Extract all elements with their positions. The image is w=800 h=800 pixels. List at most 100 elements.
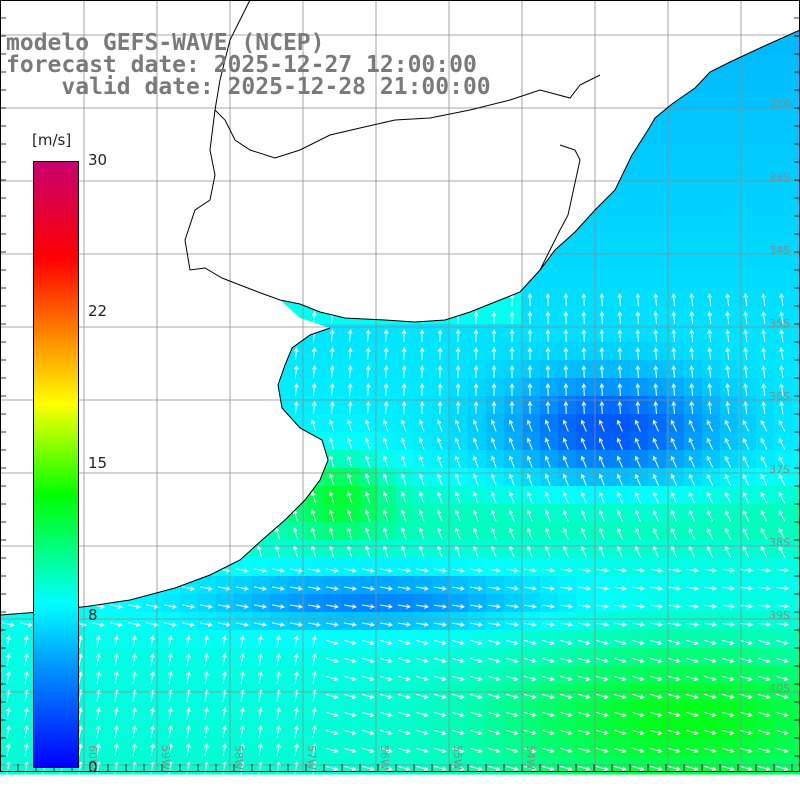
wind-arrow [671, 382, 677, 397]
wind-arrow [380, 604, 393, 609]
wind-arrow [473, 382, 479, 397]
wind-arrow [344, 586, 357, 591]
wind-arrow [78, 653, 83, 666]
wind-arrow [362, 693, 375, 699]
wind-arrow [776, 693, 789, 699]
wind-arrow [760, 509, 768, 522]
wind-arrow [617, 400, 623, 415]
wind-arrow [635, 292, 641, 307]
wind-arrow [488, 711, 501, 717]
wind-arrow [706, 491, 714, 504]
wind-arrow [778, 545, 786, 558]
wind-arrow [634, 491, 641, 504]
wind-arrow [595, 621, 610, 627]
wind-arrow [724, 545, 732, 558]
wind-arrow [182, 622, 195, 627]
wind-arrow [276, 725, 281, 738]
wind-arrow [653, 310, 659, 325]
wind-arrow [311, 400, 317, 415]
wind-arrow [670, 437, 677, 450]
wind-arrow [595, 603, 610, 609]
wind-arrow [240, 635, 245, 648]
lat-label: 39S [769, 609, 790, 622]
wind-arrow [24, 635, 29, 648]
wind-arrow [706, 455, 714, 468]
wind-arrow [740, 693, 753, 699]
wind-arrow [434, 657, 447, 663]
wind-arrow [667, 603, 682, 609]
wind-arrow [742, 419, 750, 432]
wind-arrow [472, 473, 479, 486]
wind-arrow [649, 585, 664, 591]
wind-arrow [365, 346, 371, 361]
wind-arrow [527, 328, 533, 343]
wind-arrow [506, 568, 519, 573]
wind-arrow [671, 292, 677, 307]
wind-arrow [455, 400, 461, 415]
wind-arrow [380, 747, 393, 753]
wind-arrow [454, 509, 461, 522]
wind-arrow [329, 382, 335, 397]
wind-arrow [362, 622, 375, 627]
wind-arrow [724, 419, 732, 432]
wind-arrow [326, 657, 339, 663]
wind-arrow [545, 346, 551, 361]
wind-arrow [382, 491, 389, 504]
wind-arrow [362, 729, 375, 735]
wind-arrow [776, 729, 789, 735]
wind-arrow [488, 604, 501, 609]
wind-arrow [398, 675, 411, 681]
wind-arrow [398, 639, 411, 645]
wind-arrow [545, 292, 551, 307]
wind-arrow [128, 604, 141, 609]
border-line [214, 74, 601, 159]
title-valid-date: valid date: 2025-12-28 21:00:00 [6, 74, 491, 100]
wind-arrow [78, 743, 83, 756]
wind-arrow [400, 509, 407, 522]
wind-arrow [186, 671, 191, 684]
colorbar-tick-22: 22 [88, 302, 108, 320]
wind-arrow [383, 400, 389, 415]
wind-arrow [524, 765, 537, 771]
wind-arrow [704, 693, 717, 699]
wind-arrow [490, 419, 497, 432]
wind-arrow [724, 509, 732, 522]
wind-arrow [382, 419, 389, 432]
wind-arrow [164, 604, 177, 609]
wind-arrow [560, 711, 573, 717]
wind-arrow [721, 603, 736, 609]
wind-arrow [436, 455, 443, 468]
wind-arrow [560, 729, 573, 735]
wind-arrow [344, 604, 357, 609]
wind-arrow [596, 639, 609, 645]
wind-arrow [688, 473, 695, 486]
wind-arrow [418, 509, 425, 522]
wind-arrow [689, 364, 695, 379]
land-mask [0, 0, 800, 615]
wind-arrow [563, 292, 569, 307]
wind-arrow [688, 545, 695, 558]
wind-arrow [506, 586, 519, 591]
wind-arrow [401, 364, 407, 379]
wind-arrow [382, 455, 389, 468]
wind-arrow [416, 568, 429, 573]
wind-arrow [757, 585, 772, 591]
wind-arrow [578, 711, 591, 717]
wind-arrow [527, 382, 533, 397]
wind-arrow [365, 382, 371, 397]
wind-arrow [742, 545, 750, 558]
wind-arrow [452, 639, 465, 645]
wind-arrow [743, 292, 749, 307]
wind-arrow [344, 657, 357, 663]
wind-arrow [742, 455, 750, 468]
wind-arrow [524, 622, 537, 627]
lon-label: 56W [378, 745, 391, 770]
wind-arrow [222, 635, 227, 648]
wind-arrow [649, 603, 664, 609]
wind-arrow [362, 568, 375, 573]
wind-arrow [670, 473, 677, 486]
wind-arrow [398, 622, 411, 627]
wind-arrow [722, 747, 735, 753]
wind-arrow [778, 455, 786, 468]
wind-arrow [310, 509, 317, 522]
